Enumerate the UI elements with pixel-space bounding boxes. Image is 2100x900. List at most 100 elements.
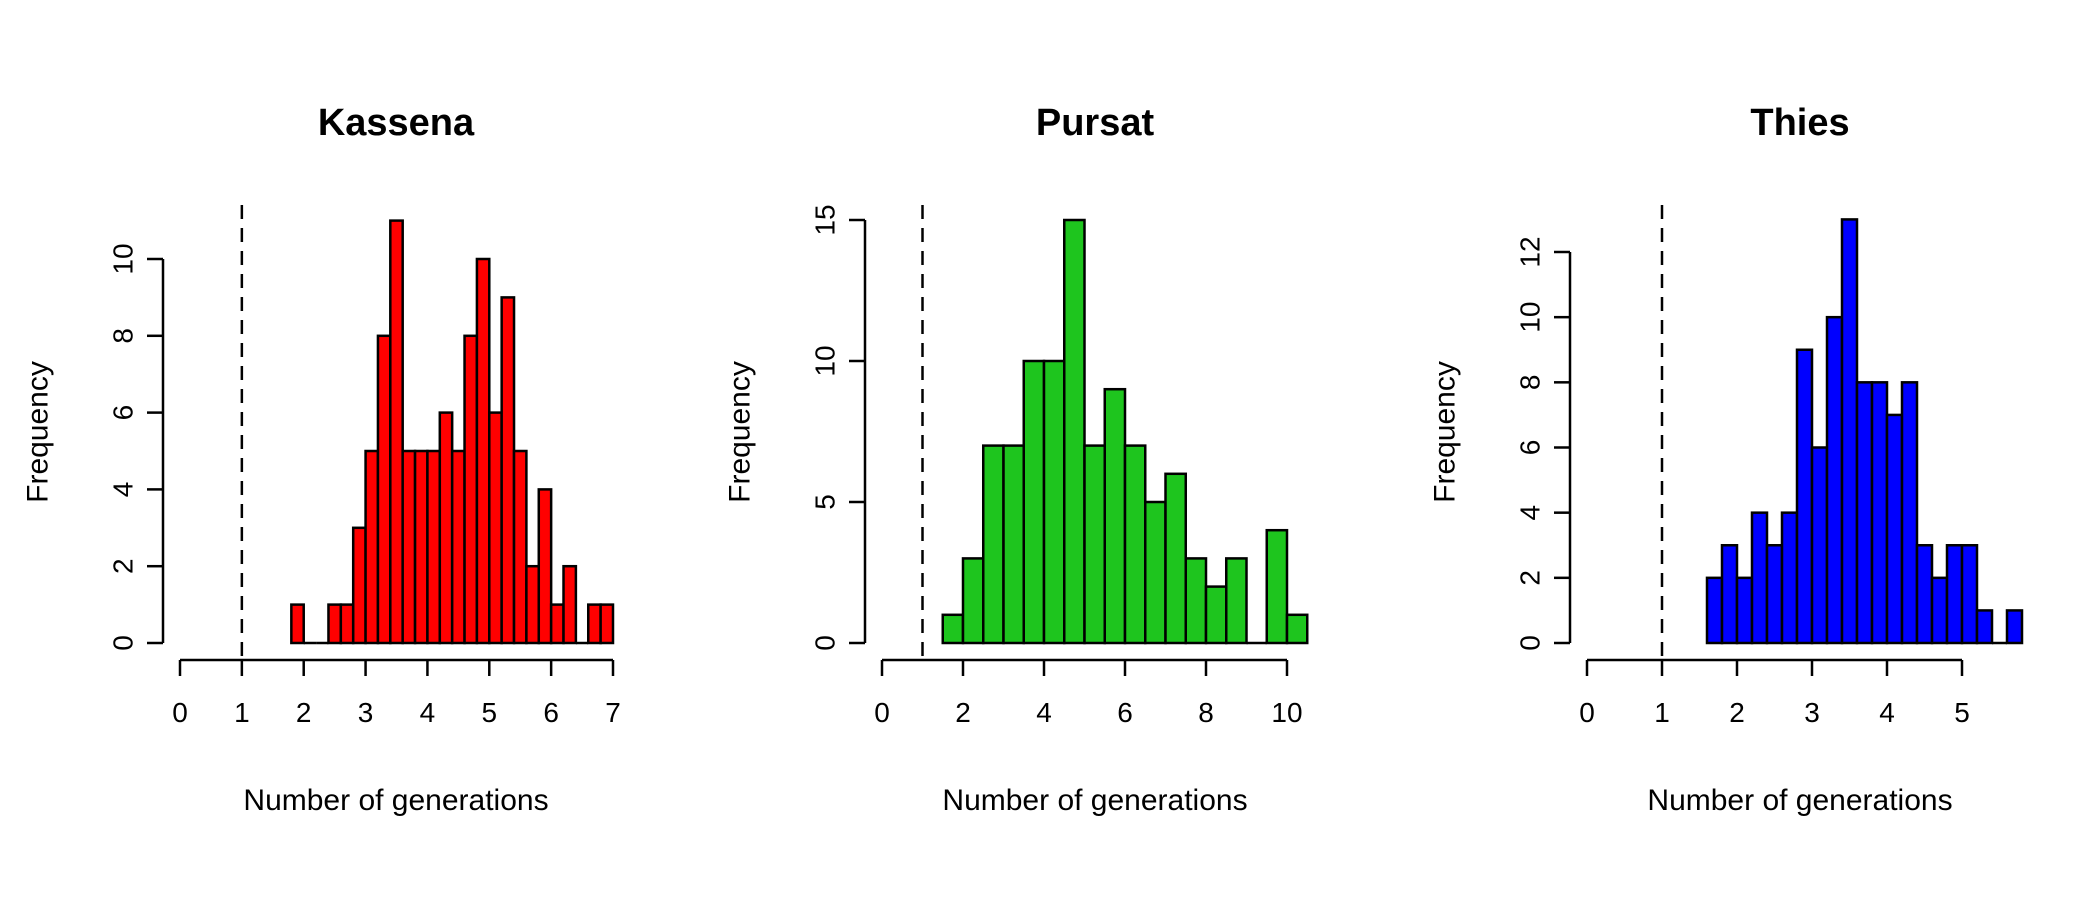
histogram-bar	[1960, 544, 1979, 645]
y-tick-label: 6	[108, 405, 139, 421]
histogram-bar	[1780, 511, 1799, 645]
histogram-bar	[488, 411, 503, 645]
y-tick-label: 10	[108, 243, 139, 274]
histogram-bar	[562, 564, 578, 645]
histogram-bar	[438, 411, 454, 645]
histogram-bar	[413, 449, 429, 645]
x-tick-label: 5	[481, 697, 497, 728]
histogram-bar	[1840, 218, 1859, 645]
y-tick-label: 12	[1515, 236, 1546, 267]
histogram-bar	[1265, 528, 1289, 645]
x-axis: 0 1 2 3 4 5	[1579, 658, 1970, 728]
histogram-bar	[450, 449, 466, 645]
histogram-bar	[364, 449, 380, 645]
histogram-bar	[1900, 381, 1919, 645]
x-tick-label: 6	[543, 697, 559, 728]
x-tick-label: 4	[420, 697, 436, 728]
histogram-bar	[1083, 444, 1106, 645]
histogram-bar	[1225, 557, 1248, 645]
histogram-bar	[525, 564, 541, 645]
histogram-bar	[389, 219, 404, 645]
x-tick-label: 3	[358, 697, 374, 728]
histogram-bar	[1870, 381, 1889, 645]
histogram-bar	[961, 557, 985, 645]
x-axis: 0 2 4 6 8 10	[874, 658, 1303, 728]
histogram-bar	[941, 613, 965, 645]
x-tick-label: 1	[1654, 697, 1670, 728]
histogram-bar	[2005, 609, 2024, 645]
x-tick-label: 1	[234, 697, 250, 728]
histogram-bar	[351, 526, 367, 645]
histogram-bar	[1002, 444, 1025, 645]
y-tick-label: 2	[1515, 570, 1546, 586]
y-tick-label: 5	[810, 494, 841, 510]
y-axis-label: Frequency	[22, 361, 55, 503]
x-tick-label: 2	[1729, 697, 1745, 728]
y-tick-label: 8	[108, 328, 139, 344]
histogram-bar	[1945, 544, 1964, 645]
histogram-bar	[1930, 576, 1949, 645]
histogram-bar	[1123, 444, 1147, 645]
histogram-bar	[376, 334, 392, 645]
histogram-bar	[1810, 446, 1829, 645]
histogram-bar	[1750, 511, 1769, 645]
histogram-bar	[426, 449, 442, 645]
histogram-bar	[327, 603, 343, 645]
histogram-bar	[1042, 359, 1066, 645]
x-tick-label: 3	[1804, 697, 1820, 728]
histogram-bar	[1144, 500, 1167, 645]
histogram-bar	[1915, 544, 1934, 645]
histogram-bar	[339, 603, 355, 645]
x-tick-label: 0	[1579, 697, 1595, 728]
histogram-bar	[290, 603, 305, 645]
x-axis-label: Number of generations	[942, 784, 1247, 817]
histogram-bar	[401, 449, 417, 645]
x-tick-label: 5	[1954, 697, 1970, 728]
histogram-bar	[475, 257, 491, 645]
histogram-bar	[1103, 387, 1127, 645]
y-tick-label: 15	[810, 204, 841, 235]
y-tick-label: 10	[1515, 302, 1546, 333]
x-tick-label: 4	[1036, 697, 1052, 728]
y-tick-label: 4	[108, 482, 139, 498]
y-axis: 0 2 4 6 8 10	[108, 243, 165, 651]
histogram-bar	[587, 603, 602, 645]
y-tick-label: 6	[1515, 440, 1546, 456]
x-tick-label: 2	[296, 697, 312, 728]
chart-panel-kassena: Kassena 0 1 2 3 4 5 6 7 0 2 4 6 8 10 Number of generati…	[22, 102, 621, 817]
histogram-bar	[1735, 576, 1754, 645]
x-tick-label: 7	[605, 697, 621, 728]
histogram-bar	[1720, 544, 1739, 645]
x-tick-label: 6	[1117, 697, 1133, 728]
chart-title: Thies	[1750, 102, 1849, 144]
y-axis: 0 2 4 6 8 10 12	[1515, 236, 1572, 651]
y-tick-label: 0	[108, 635, 139, 651]
y-tick-label: 8	[1515, 375, 1546, 391]
x-tick-label: 10	[1271, 697, 1302, 728]
histogram-bar	[1184, 557, 1208, 645]
histogram-bar	[1204, 585, 1228, 645]
histogram-bar	[1022, 359, 1046, 645]
chart-title: Pursat	[1036, 102, 1155, 144]
x-tick-label: 4	[1879, 697, 1895, 728]
histogram-bar	[537, 488, 553, 645]
x-tick-label: 0	[172, 697, 188, 728]
x-axis-label: Number of generations	[1647, 784, 1952, 817]
chart-panel-pursat: Pursat 0 2 4 6 8 10 0 5 10 15 Number of generations…	[724, 102, 1309, 817]
histogram-bar	[1795, 348, 1814, 645]
histogram-bar	[1765, 544, 1784, 645]
histogram-bar	[1855, 381, 1874, 645]
y-axis-label: Frequency	[724, 361, 757, 503]
y-axis: 0 5 10 15	[810, 204, 867, 651]
histogram-bar	[463, 334, 479, 645]
histogram-bar	[982, 444, 1005, 645]
y-tick-label: 0	[810, 635, 841, 651]
y-tick-label: 2	[108, 558, 139, 574]
y-tick-label: 10	[810, 345, 841, 376]
histogram-bar	[512, 449, 528, 645]
chart-title: Kassena	[318, 102, 475, 144]
histogram-bar	[1164, 472, 1187, 645]
y-tick-label: 0	[1515, 635, 1546, 651]
